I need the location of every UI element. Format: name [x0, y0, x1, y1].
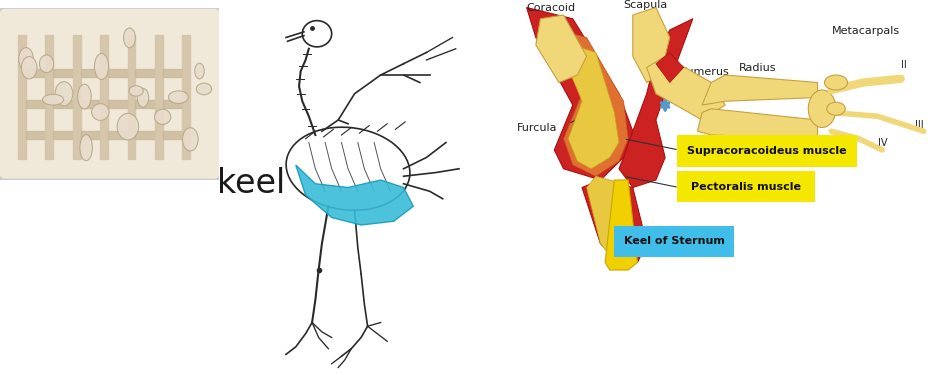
Text: Humerus: Humerus — [679, 67, 730, 77]
Ellipse shape — [183, 128, 198, 151]
Text: IV: IV — [878, 138, 887, 148]
Polygon shape — [698, 109, 817, 139]
Ellipse shape — [825, 75, 847, 90]
Ellipse shape — [55, 82, 73, 106]
Text: Ulna: Ulna — [762, 131, 787, 141]
Text: II: II — [900, 60, 907, 69]
Ellipse shape — [196, 83, 212, 95]
Polygon shape — [564, 45, 619, 169]
Text: Coracoid: Coracoid — [526, 3, 576, 27]
Polygon shape — [536, 15, 587, 82]
Polygon shape — [587, 176, 633, 255]
Text: keel: keel — [217, 167, 285, 200]
Ellipse shape — [827, 102, 845, 116]
Ellipse shape — [155, 109, 171, 124]
Text: Metacarpals: Metacarpals — [831, 26, 899, 36]
Polygon shape — [606, 180, 637, 270]
Ellipse shape — [808, 90, 836, 128]
Ellipse shape — [77, 84, 91, 109]
Polygon shape — [647, 56, 725, 120]
Ellipse shape — [195, 63, 204, 79]
Ellipse shape — [123, 28, 135, 48]
FancyBboxPatch shape — [676, 171, 815, 202]
Ellipse shape — [21, 57, 37, 79]
Text: Pectoralis muscle: Pectoralis muscle — [691, 182, 801, 192]
Ellipse shape — [118, 113, 139, 140]
Polygon shape — [656, 53, 684, 82]
Polygon shape — [550, 30, 628, 176]
Text: Furcula: Furcula — [518, 123, 558, 133]
Text: Scapula: Scapula — [623, 0, 668, 16]
Polygon shape — [526, 8, 633, 180]
Polygon shape — [296, 165, 413, 225]
Ellipse shape — [169, 91, 188, 104]
Polygon shape — [702, 75, 817, 105]
Ellipse shape — [137, 88, 148, 107]
Ellipse shape — [80, 135, 92, 160]
Ellipse shape — [39, 55, 54, 73]
Polygon shape — [619, 19, 693, 188]
Polygon shape — [633, 8, 670, 82]
Text: Radius: Radius — [739, 63, 776, 73]
FancyBboxPatch shape — [0, 8, 221, 180]
Ellipse shape — [129, 86, 144, 96]
Polygon shape — [582, 180, 647, 262]
FancyBboxPatch shape — [614, 226, 734, 257]
Ellipse shape — [91, 104, 109, 120]
Text: Supracoracoideus muscle: Supracoracoideus muscle — [687, 146, 846, 156]
Ellipse shape — [19, 48, 34, 70]
Ellipse shape — [43, 94, 63, 105]
Text: Keel of Sternum: Keel of Sternum — [624, 237, 725, 246]
Ellipse shape — [94, 54, 108, 80]
Text: III: III — [914, 120, 923, 129]
FancyBboxPatch shape — [676, 135, 856, 167]
